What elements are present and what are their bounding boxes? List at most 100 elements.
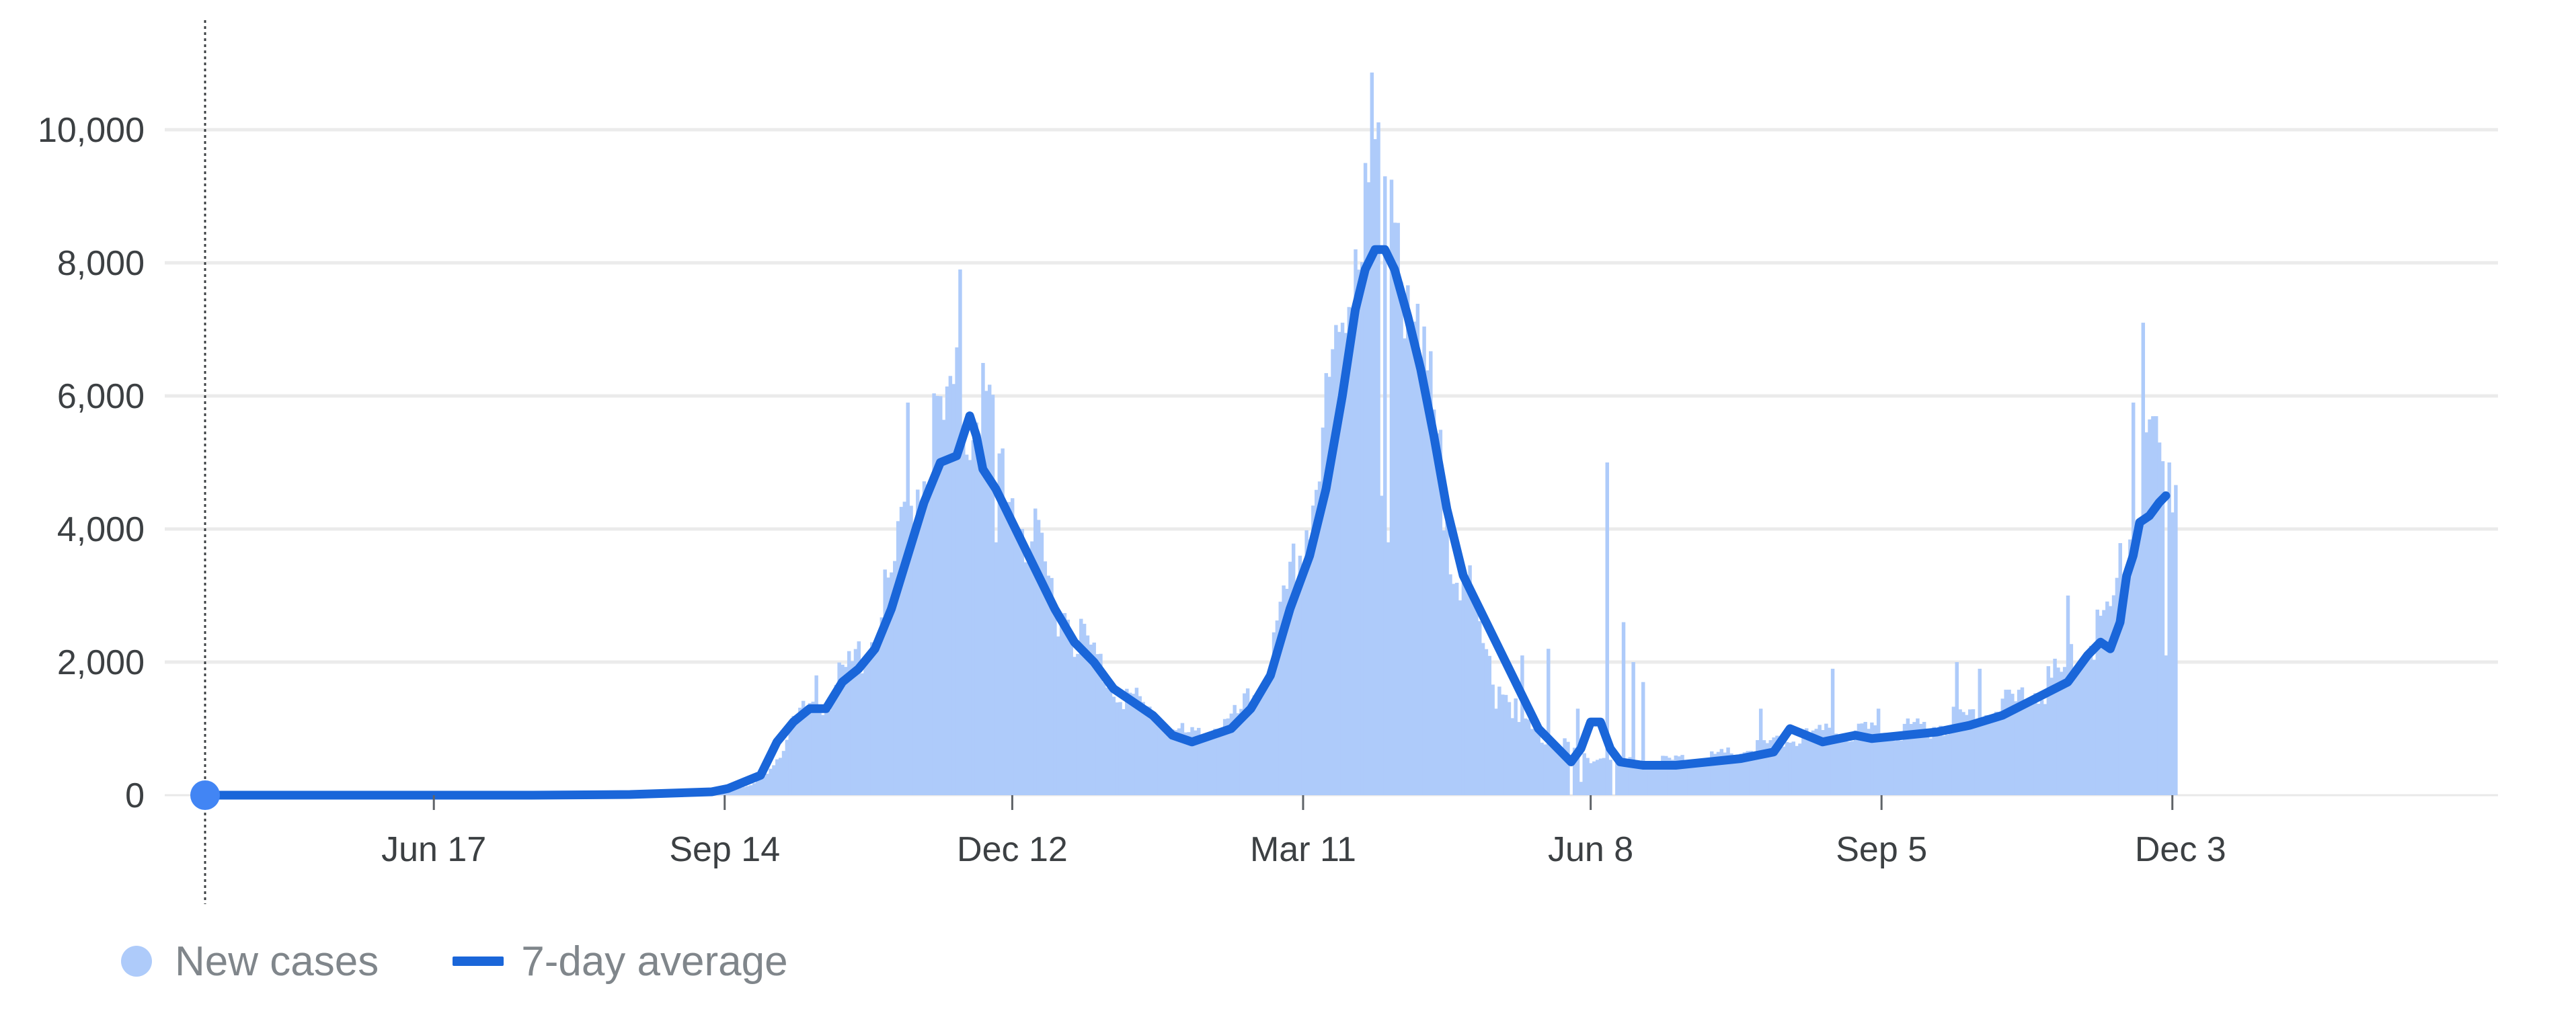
bar-day-324: [1262, 684, 1266, 795]
bar-day-492: [1811, 730, 1816, 795]
bar-day-499: [1834, 733, 1838, 795]
bar-day-503: [1847, 741, 1851, 795]
bar-day-580: [2099, 616, 2103, 795]
bar-day-594: [2144, 432, 2148, 795]
bar-day-459: [1703, 764, 1707, 795]
legend-item-new-cases[interactable]: New cases: [121, 938, 379, 985]
bar-day-563: [2043, 704, 2047, 795]
bar-day-160: [726, 791, 730, 795]
bar-day-557: [2023, 707, 2028, 795]
bar-day-394: [1491, 684, 1495, 795]
bar-day-521: [1906, 718, 1910, 795]
bar-day-537: [1958, 709, 1962, 795]
bar-day-242: [994, 542, 999, 795]
bar-day-191: [827, 710, 832, 795]
bar-day-458: [1700, 762, 1704, 795]
bar-day-277: [1108, 684, 1113, 795]
bar-day-410: [1543, 744, 1547, 795]
bar-day-587: [2121, 595, 2125, 795]
bar-day-182: [798, 707, 802, 795]
bar-day-463: [1716, 751, 1721, 795]
bar-day-230: [955, 347, 959, 795]
bar-day-248: [1013, 526, 1018, 795]
bar-day-532: [1942, 735, 1946, 795]
bar-day-291: [1154, 723, 1159, 795]
bar-day-334: [1294, 594, 1299, 795]
bar-day-435: [1625, 760, 1629, 795]
bar-day-316: [1236, 713, 1240, 795]
bar-day-197: [847, 651, 851, 795]
bar-day-439: [1638, 764, 1642, 795]
bar-day-520: [1902, 723, 1907, 795]
bar-day-356: [1366, 182, 1371, 795]
bar-day-275: [1102, 682, 1106, 795]
bar-day-558: [2027, 702, 2031, 795]
bar-day-212: [896, 521, 900, 795]
bar-day-304: [1197, 727, 1201, 795]
bar-day-400: [1510, 718, 1515, 795]
bar-day-516: [1889, 737, 1894, 795]
bar-day-278: [1111, 696, 1116, 795]
bar-day-274: [1099, 653, 1103, 795]
bar-day-416: [1563, 738, 1567, 795]
bar-day-524: [1916, 718, 1920, 795]
bar-day-218: [916, 489, 920, 795]
bar-day-367: [1403, 338, 1407, 795]
bar-day-479: [1768, 740, 1772, 795]
bar-day-500: [1837, 737, 1842, 795]
bar-day-240: [987, 384, 992, 795]
bar-day-249: [1017, 531, 1021, 795]
bar-day-288: [1144, 706, 1148, 795]
legend-item-7-day-average[interactable]: 7-day average: [453, 938, 788, 985]
bar-day-290: [1150, 719, 1155, 795]
bar-day-464: [1719, 749, 1724, 795]
bar-day-595: [2148, 419, 2152, 795]
bar-day-161: [730, 790, 734, 795]
bar-day-214: [902, 501, 907, 795]
bar-day-317: [1239, 708, 1243, 795]
bar-day-362: [1386, 542, 1391, 795]
bar-day-327: [1272, 632, 1276, 795]
bar-day-293: [1161, 725, 1165, 795]
start-point-dot[interactable]: [190, 780, 220, 810]
y-tick-label-3: 6,000: [57, 377, 145, 416]
bar-day-368: [1406, 285, 1410, 796]
bar-day-355: [1363, 163, 1368, 795]
bar-day-222: [929, 491, 933, 795]
bar-day-181: [795, 715, 799, 795]
bar-day-507: [1860, 723, 1865, 795]
bar-day-545: [1984, 715, 1988, 795]
bar-day-602: [2171, 512, 2175, 795]
bar-day-348: [1340, 323, 1345, 796]
bar-day-232: [962, 430, 966, 795]
bar-day-566: [2053, 658, 2057, 795]
bar-day-339: [1311, 505, 1315, 795]
bar-day-319: [1245, 688, 1250, 795]
bar-day-262: [1059, 620, 1064, 795]
bar-day-171: [762, 776, 767, 795]
bar-day-346: [1334, 325, 1338, 795]
x-tick-label-0: Jun 17: [381, 830, 486, 869]
bar-day-282: [1125, 688, 1129, 795]
bar-day-172: [765, 774, 769, 795]
bar-day-266: [1072, 657, 1077, 795]
bar-day-257: [1043, 561, 1048, 795]
bar-day-395: [1494, 708, 1498, 795]
bar-day-321: [1252, 695, 1257, 795]
bar-day-255: [1036, 520, 1041, 795]
bar-day-469: [1735, 754, 1740, 795]
bar-day-283: [1128, 692, 1132, 795]
bar-day-441: [1644, 762, 1649, 795]
bar-day-568: [2060, 672, 2064, 795]
bar-day-588: [2125, 567, 2129, 795]
bar-day-518: [1896, 739, 1900, 795]
bar-day-259: [1050, 577, 1054, 795]
bar-day-460: [1707, 763, 1711, 795]
bar-day-382: [1452, 583, 1456, 795]
bar-day-213: [899, 507, 904, 795]
bar-day-295: [1167, 735, 1171, 795]
bar-day-466: [1726, 747, 1730, 795]
bar-day-444: [1654, 762, 1658, 795]
bar-day-501: [1840, 737, 1844, 795]
bar-day-373: [1422, 326, 1426, 795]
